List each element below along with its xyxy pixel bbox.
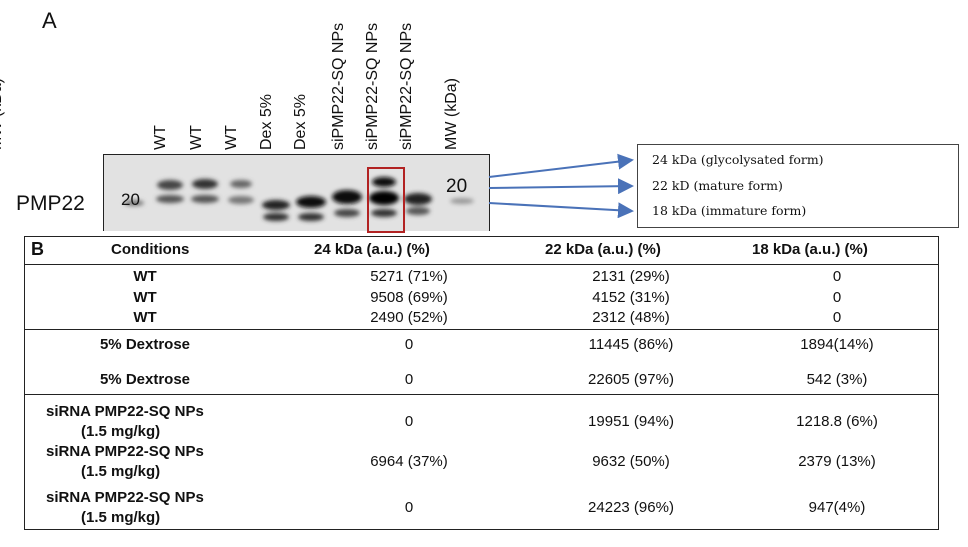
- band-group: [124, 177, 474, 221]
- condition-cell: 5% Dextrose: [99, 371, 191, 388]
- value-cell-v24: 2490 (52%): [370, 309, 448, 326]
- band-22kda: [332, 190, 362, 204]
- highlight-box: [367, 167, 405, 233]
- band-22kda: [191, 195, 219, 203]
- header-18kda: 18 kDa (a.u.) (%): [752, 241, 868, 258]
- band-22kda: [404, 193, 432, 205]
- value-cell-v18: 542 (3%): [806, 371, 868, 388]
- condition-cell: WT: [133, 289, 157, 306]
- value-cell-v24: 0: [404, 371, 414, 388]
- value-cell-v22: 2312 (48%): [592, 309, 670, 326]
- band-18kda: [371, 209, 397, 217]
- mw-marker-left: 20: [121, 190, 140, 209]
- condition-cell: siRNA PMP22-SQ NPs: [46, 443, 204, 460]
- band-label-18kda: 18 kDa (immature form): [652, 203, 807, 218]
- value-cell-v18: 0: [832, 289, 842, 306]
- value-cell-v22: 24223 (96%): [588, 499, 674, 516]
- band-22kda: [156, 195, 184, 203]
- band-label-22kda: 22 kD (mature form): [652, 178, 783, 193]
- table-header: B Conditions 24 kDa (a.u.) (%) 22 kDa (a…: [25, 237, 938, 265]
- group-divider: [25, 394, 938, 395]
- value-cell-v18: 0: [832, 309, 842, 326]
- header-conditions: Conditions: [111, 241, 190, 258]
- band-24kda: [157, 180, 183, 190]
- lane-label: Dex 5%: [292, 93, 309, 150]
- value-cell-v24: 0: [404, 413, 414, 430]
- band-label-24kda: 24 kDa (glycolysated form): [652, 152, 824, 167]
- condition-cell: siRNA PMP22-SQ NPs: [46, 489, 204, 506]
- lane-label: MW (kDa): [443, 78, 460, 150]
- value-cell-v22: 11445 (86%): [588, 336, 674, 353]
- value-cell-v18: 0: [832, 268, 842, 285]
- value-cell-v18: 1218.8 (6%): [796, 413, 878, 430]
- band-18kda: [334, 209, 360, 217]
- panel-b-label: B: [31, 239, 44, 259]
- ladder-band: [124, 200, 144, 206]
- band-24kda: [372, 177, 396, 187]
- lane-label: siPMP22-SQ NPs: [330, 22, 347, 150]
- band-18kda: [263, 213, 289, 221]
- value-cell-v18: 947(4%): [808, 499, 866, 516]
- value-cell-v22: 2131 (29%): [592, 268, 670, 285]
- lane-label: MW (kDa): [0, 78, 5, 150]
- band-legend: 24 kDa (glycolysated form) 22 kD (mature…: [637, 144, 959, 228]
- condition-cell: WT: [133, 309, 157, 326]
- value-cell-v24: 0: [404, 499, 414, 516]
- band-22kda: [228, 196, 254, 204]
- header-22kda: 22 kDa (a.u.) (%): [545, 241, 661, 258]
- condition-cell: (1.5 mg/kg): [81, 463, 161, 480]
- band-18kda: [298, 213, 324, 221]
- value-cell-v18: 1894(14%): [800, 336, 874, 353]
- lane-label: WT: [188, 125, 205, 150]
- header-24kda: 24 kDa (a.u.) (%): [314, 241, 430, 258]
- condition-cell: (1.5 mg/kg): [81, 509, 161, 526]
- value-cell-v22: 19951 (94%): [588, 413, 674, 430]
- value-cell-v22: 4152 (31%): [592, 289, 670, 306]
- value-cell-v24: 0: [404, 336, 414, 353]
- group-divider: [25, 329, 938, 330]
- value-cell-v24: 5271 (71%): [370, 268, 448, 285]
- lane-label: WT: [223, 125, 240, 150]
- value-cell-v24: 6964 (37%): [370, 453, 448, 470]
- blot-bands: [124, 177, 474, 221]
- band-22kda: [296, 196, 326, 208]
- ladder-band: [450, 198, 474, 204]
- lane-label: siPMP22-SQ NPs: [364, 22, 381, 150]
- value-cell-v18: 2379 (13%): [798, 453, 876, 470]
- lane-label: siPMP22-SQ NPs: [398, 22, 415, 150]
- mw-marker-right: 20: [446, 176, 468, 197]
- lane-label: WT: [152, 125, 169, 150]
- band-24kda: [192, 179, 218, 189]
- condition-cell: 5% Dextrose: [99, 336, 191, 353]
- condition-cell: WT: [133, 268, 157, 285]
- lane-label: Dex 5%: [258, 93, 275, 150]
- band-24kda: [230, 180, 252, 188]
- arrow-22kda: [488, 178, 634, 195]
- condition-cell: siRNA PMP22-SQ NPs: [46, 403, 204, 420]
- western-blot-image: [103, 154, 490, 231]
- arrow-18kda: [488, 202, 634, 219]
- band-18kda: [406, 207, 430, 215]
- band-22kda: [369, 191, 399, 205]
- value-cell-v24: 9508 (69%): [370, 289, 448, 306]
- band-22kda: [262, 200, 290, 210]
- value-cell-v22: 9632 (50%): [592, 453, 670, 470]
- condition-cell: (1.5 mg/kg): [81, 423, 161, 440]
- quantification-table: B Conditions 24 kDa (a.u.) (%) 22 kDa (a…: [24, 236, 939, 530]
- protein-label: PMP22: [16, 192, 85, 215]
- panel-a-label: A: [42, 8, 57, 33]
- arrow-24kda: [488, 153, 634, 178]
- lane-labels: MW (kDa) WT WT WT Dex 5% Dex 5% siPMP22-…: [0, 0, 968, 150]
- value-cell-v22: 22605 (97%): [588, 371, 674, 388]
